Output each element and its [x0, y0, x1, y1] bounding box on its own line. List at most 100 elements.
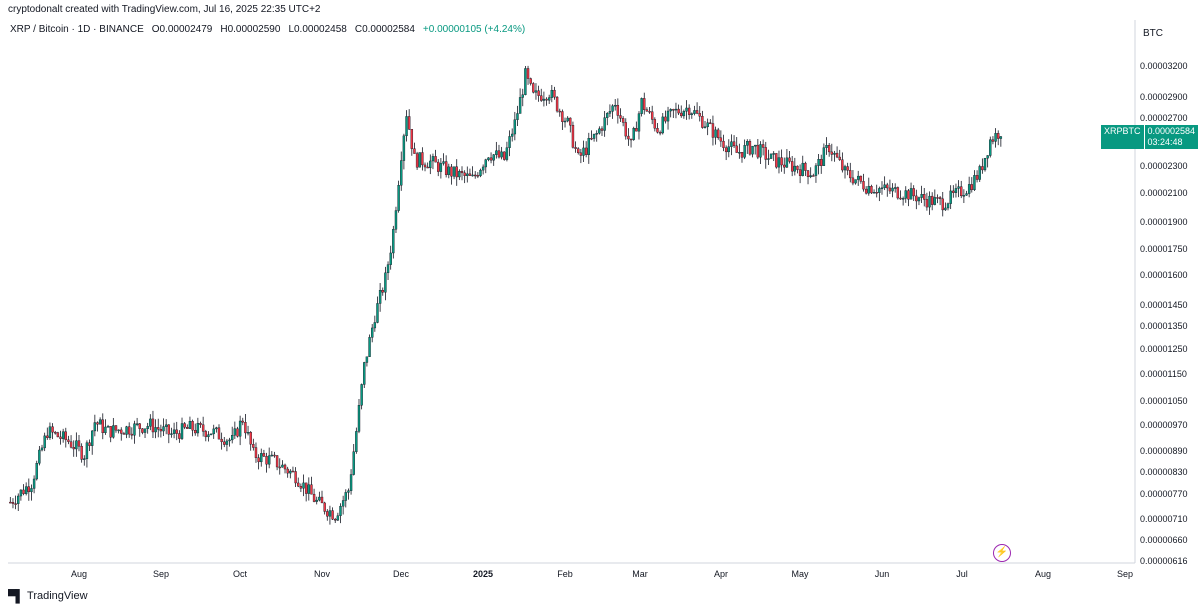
candle-body	[61, 431, 65, 439]
candle-body	[912, 188, 915, 197]
price-tag-price: 0.00002584	[1147, 126, 1196, 136]
candle-body	[822, 147, 826, 166]
candle-body	[661, 116, 664, 134]
y-tick-label: 0.00000890	[1140, 446, 1188, 456]
candle-body	[315, 499, 318, 502]
candle-body	[973, 175, 976, 191]
candle-body	[608, 111, 612, 114]
candle-body	[703, 126, 707, 129]
candle-body	[286, 468, 289, 474]
candle-body	[437, 161, 440, 172]
candle-body	[101, 419, 104, 434]
candle-body	[909, 188, 913, 200]
candle-body	[632, 128, 635, 140]
candle-body	[447, 166, 450, 175]
candle-body	[474, 174, 477, 177]
last-price-tag: XRPBTC 0.00002584 03:24:48	[1101, 125, 1199, 149]
candle-body	[418, 152, 421, 168]
candle-body	[664, 116, 667, 122]
candle-body	[360, 384, 363, 406]
candle-body	[326, 511, 329, 517]
candle-body	[267, 455, 271, 465]
candle-body	[915, 195, 918, 202]
candle-body	[777, 157, 781, 168]
candle-body	[32, 478, 36, 489]
candle-body	[405, 116, 408, 137]
candle-body	[743, 145, 746, 158]
candle-body	[38, 449, 41, 464]
candle-body	[172, 429, 176, 434]
candle-body	[444, 161, 448, 175]
candle-body	[88, 442, 91, 446]
candle-body	[677, 108, 680, 114]
candle-body	[30, 488, 33, 493]
candle-body	[635, 128, 638, 132]
candle-body	[862, 181, 865, 190]
candle-body	[299, 485, 303, 489]
candle-body	[637, 113, 641, 132]
x-tick-label: Jul	[956, 569, 968, 579]
candle-body	[352, 451, 355, 475]
candle-body	[415, 153, 419, 168]
candle-body	[820, 159, 823, 166]
candle-body	[199, 423, 202, 425]
candle-body	[64, 431, 67, 441]
x-tick-label: Feb	[557, 569, 573, 579]
candle-body	[72, 447, 75, 450]
candle-body	[328, 510, 332, 517]
candle-body	[542, 98, 546, 101]
y-tick-label: 0.00001750	[1140, 244, 1188, 254]
candle-body	[682, 111, 686, 117]
candle-body	[775, 153, 778, 168]
candle-body	[220, 438, 223, 443]
candle-body	[40, 447, 44, 451]
candle-body	[355, 431, 358, 452]
candle-body	[392, 229, 395, 254]
candle-body	[471, 174, 474, 177]
candle-body	[624, 122, 627, 137]
candle-body	[341, 500, 345, 507]
candle-body	[201, 424, 205, 432]
legend-high: H0.00002590	[220, 24, 281, 35]
candle-body	[93, 422, 97, 432]
legend-symbol[interactable]: XRP / Bitcoin · 1D · BINANCE	[10, 24, 144, 35]
candle-body	[228, 439, 231, 442]
lightning-icon[interactable]: ⚡	[993, 544, 1011, 562]
candle-body	[455, 166, 458, 178]
candle-body	[17, 495, 20, 504]
candle-body	[349, 474, 353, 491]
candle-body	[54, 431, 57, 434]
candle-body	[363, 362, 366, 385]
y-tick-label: 0.00000970	[1140, 420, 1188, 430]
candle-body	[80, 446, 83, 460]
y-tick-label: 0.00000770	[1140, 489, 1188, 499]
candle-body	[555, 96, 559, 112]
candle-body	[513, 119, 517, 135]
candle-body	[930, 195, 934, 205]
candle-body	[920, 194, 923, 198]
candle-body	[357, 405, 361, 432]
x-tick-label: Nov	[314, 569, 331, 579]
candle-body	[709, 122, 712, 124]
candle-body	[434, 156, 437, 163]
candle-body	[67, 439, 70, 442]
candle-body	[687, 107, 691, 115]
x-tick-label: Oct	[233, 569, 248, 579]
legend-close: C0.00002584	[354, 24, 415, 35]
candle-body	[312, 493, 316, 502]
candle-body	[553, 89, 556, 98]
candle-body	[674, 108, 678, 111]
candle-body	[130, 433, 134, 436]
candle-body	[901, 198, 905, 200]
candle-body	[592, 133, 596, 139]
candle-body	[854, 179, 857, 184]
candle-body	[339, 505, 342, 516]
candle-body	[735, 145, 738, 153]
y-tick-label: 0.00001250	[1140, 344, 1188, 354]
y-tick-label: 0.00002900	[1140, 92, 1188, 102]
candle-body	[783, 164, 786, 168]
candle-body	[701, 116, 704, 128]
candle-body	[164, 424, 168, 427]
candle-body	[249, 432, 252, 445]
